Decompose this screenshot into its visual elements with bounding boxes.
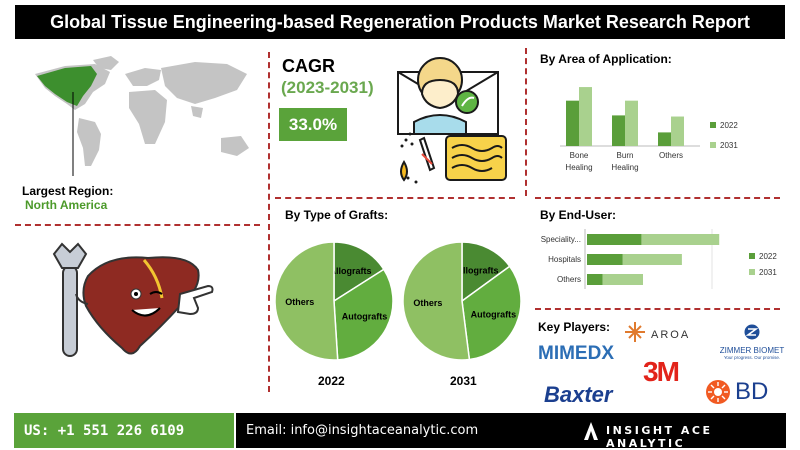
- y-tick-others: Others: [557, 275, 581, 284]
- x-tick-bone-healing: Bone: [570, 151, 589, 160]
- divider-left-h: [15, 224, 260, 226]
- type-of-grafts-title: By Type of Grafts:: [285, 208, 389, 222]
- largest-region-value: North America: [25, 198, 108, 212]
- end-user-title: By End-User:: [540, 208, 617, 222]
- bd-logo: BD: [705, 378, 768, 406]
- slice-others: [274, 241, 339, 361]
- x-tick-bone-healing: Healing: [565, 163, 592, 172]
- cagr-value: 33.0%: [279, 108, 347, 141]
- slice-allografts: [333, 241, 385, 303]
- pointing-hand: [176, 284, 214, 316]
- zimmer-biomet-text: ZIMMER BIOMET: [719, 346, 785, 355]
- area-of-application-title: By Area of Application:: [540, 52, 672, 66]
- baxter-logo: Baxter: [544, 382, 613, 407]
- liver-mascot-illustration: [52, 242, 214, 357]
- liver-body: [82, 256, 200, 355]
- zimmer-z-icon: [744, 324, 760, 340]
- cagr-title: CAGR: [282, 56, 335, 76]
- bar-others-2022: [658, 132, 671, 146]
- zimmer-biomet-logo: ZIMMER BIOMET Your progress. Our promise…: [716, 324, 788, 360]
- end-user-chart: Speciality... Hospitals Others 2022 2031: [541, 229, 777, 289]
- footer-contact-bar: Email: info@insightaceanalytic.com INSIG…: [236, 413, 786, 450]
- footer-email[interactable]: Email: info@insightaceanalytic.com: [246, 423, 479, 438]
- slice-autografts: [461, 265, 522, 361]
- slice-label-others: Others: [413, 298, 442, 308]
- key-players-title: Key Players:: [538, 320, 611, 334]
- bar-others-2031: [671, 116, 684, 146]
- legend-swatch-2022: [710, 122, 716, 128]
- bar-bone-healing-2022: [566, 100, 579, 146]
- slice-label-others: Others: [285, 297, 314, 307]
- slice-label-autografts: Autografts: [342, 312, 388, 322]
- insight-ace-logo-icon: [584, 422, 598, 440]
- y-tick-hospitals: Hospitals: [548, 255, 581, 264]
- bar-hospitals-2031: [622, 254, 682, 265]
- pie-label-2031: 2031: [450, 374, 477, 388]
- x-tick-others: Others: [659, 151, 683, 160]
- divider-right-h2: [535, 308, 780, 310]
- x-tick-burn-healing: Healing: [611, 163, 638, 172]
- mimedx-logo: MIMEDX: [538, 343, 614, 364]
- legend-swatch-2022: [749, 253, 755, 259]
- doctor-illustration: [397, 57, 507, 184]
- legend-label-2031: 2031: [720, 141, 738, 150]
- 3m-logo: 3M: [643, 356, 680, 387]
- aroa-logo-text: AROA: [651, 329, 690, 341]
- x-tick-burn-healing: Burn: [617, 151, 634, 160]
- zimmer-biomet-tagline: Your progress. Our promise.: [723, 355, 781, 360]
- bar-hospitals-2022: [587, 254, 623, 265]
- slice-label-allografts: Allografts: [329, 266, 371, 276]
- footer-brand: INSIGHT ACE ANALYTIC: [606, 424, 713, 450]
- bar-others-2031: [602, 274, 643, 285]
- bar-speciality-2022: [587, 234, 642, 245]
- bar-others-2022: [587, 274, 603, 285]
- divider-right-h1: [535, 197, 780, 199]
- aroa-logo: AROA: [625, 322, 690, 342]
- legend-swatch-2031: [710, 142, 716, 148]
- world-map: [35, 56, 249, 176]
- cagr-period: (2023-2031): [281, 78, 374, 97]
- divider-right: [525, 48, 527, 196]
- wrench-icon: [52, 242, 88, 357]
- footer-phone[interactable]: US: +1 551 226 6109: [14, 413, 234, 448]
- legend-swatch-2031: [749, 269, 755, 275]
- slice-label-autografts: Autografts: [471, 310, 517, 320]
- slice-autografts: [333, 268, 394, 361]
- north-america-highlight: [37, 66, 97, 106]
- legend-label-2022: 2022: [720, 121, 738, 130]
- largest-region-label: Largest Region:: [22, 184, 114, 198]
- bar-burn-healing-2022: [612, 115, 625, 146]
- legend-label-2022: 2022: [759, 252, 777, 261]
- grafts-pie-2031: Allografts Autografts Others: [402, 241, 522, 361]
- legend-label-2031: 2031: [759, 268, 777, 277]
- bar-burn-healing-2031: [625, 100, 638, 146]
- y-tick-speciality: Speciality...: [541, 235, 581, 244]
- bar-speciality-2031: [641, 234, 720, 245]
- bd-sun-icon: [706, 380, 730, 404]
- divider-center-h: [275, 197, 515, 199]
- area-of-application-chart: Bone Healing Burn Healing Others 2022 2031: [560, 87, 738, 172]
- bd-logo-text: BD: [735, 378, 769, 405]
- bar-bone-healing-2031: [579, 87, 592, 146]
- slice-allografts: [461, 241, 511, 303]
- pie-label-2022: 2022: [318, 374, 345, 388]
- divider-left: [268, 52, 270, 392]
- slice-others: [402, 241, 471, 361]
- slice-label-allografts: Allografts: [457, 266, 499, 276]
- report-title: Global Tissue Engineering-based Regenera…: [15, 5, 785, 39]
- grafts-pie-2022: Allografts Autografts Others: [274, 241, 394, 361]
